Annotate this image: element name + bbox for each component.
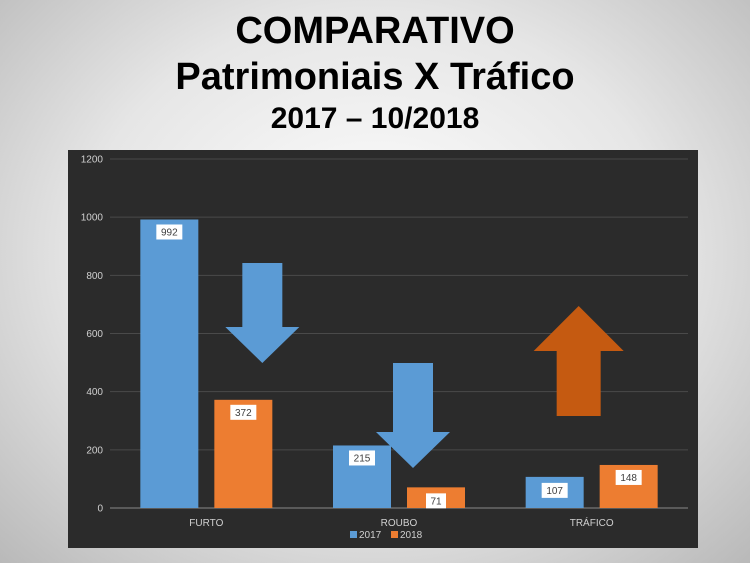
data-label: 107 [546,486,563,497]
data-label: 992 [161,227,178,238]
x-axis-categories: FURTO ROUBO TRÁFICO [189,516,614,529]
data-label-box [541,482,568,498]
chart-subtitle: Patrimoniais X Tráfico [175,56,575,98]
bar-2017-furto [140,219,199,508]
data-label-box [615,469,642,485]
y-tick-label: 400 [86,387,103,398]
data-label-box [426,493,446,509]
y-tick-label: 1200 [81,155,104,166]
x-category-label: FURTO [189,518,223,529]
bars [140,219,658,508]
y-tick-label: 0 [97,504,103,515]
legend-swatch [391,531,398,538]
legend: 2017 2018 [350,530,423,541]
x-category-label: ROUBO [381,518,418,529]
legend-label: 2017 [359,530,382,541]
x-category-label: TRÁFICO [570,516,614,529]
data-labels: 992 372 215 71 107 148 [156,224,642,509]
arrow-down-icon [376,363,450,468]
trend-arrows [225,263,624,468]
y-tick-label: 800 [86,271,103,282]
data-label-box [156,224,183,240]
chart-title: COMPARATIVO [235,10,515,52]
y-tick-label: 1000 [81,213,104,224]
legend-label: 2018 [400,530,423,541]
y-tick-label: 600 [86,329,103,340]
y-axis-ticks: 0 200 400 600 800 1000 1200 [81,155,104,515]
data-label: 71 [430,496,442,507]
arrow-up-icon [533,306,624,416]
data-label-box [349,450,375,466]
data-label: 148 [620,473,637,484]
chart-period: 2017 – 10/2018 [270,102,480,135]
data-label: 215 [354,453,371,464]
data-label: 372 [235,408,252,419]
data-label-box [230,404,257,420]
arrow-down-icon [225,263,300,363]
legend-swatch [350,531,357,538]
y-tick-label: 200 [86,445,103,456]
